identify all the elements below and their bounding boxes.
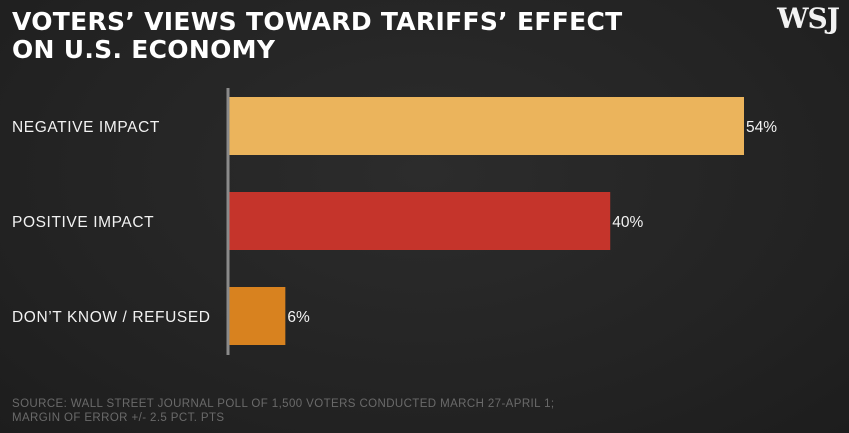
- category-label-positive-impact: POSITIVE IMPACT: [12, 214, 154, 231]
- bars-group: [228, 97, 744, 345]
- labels-group: NEGATIVE IMPACT 54% POSITIVE IMPACT 40% DON’…: [12, 119, 777, 326]
- source-note-line-1: SOURCE: WALL STREET JOURNAL POLL OF 1,50…: [12, 398, 555, 410]
- value-label-positive-impact: 40%: [612, 214, 643, 231]
- source-note-line-2: MARGIN OF ERROR +/- 2.5 PCT. PTS: [12, 412, 225, 424]
- value-label-negative-impact: 54%: [746, 119, 777, 136]
- bar-positive-impact: [228, 192, 611, 250]
- chart-title-line-2: ON U.S. ECONOMY: [12, 35, 276, 64]
- category-label-negative-impact: NEGATIVE IMPACT: [12, 119, 160, 136]
- chart-title-line-1: VOTERS’ VIEWS TOWARD TARIFFS’ EFFECT: [12, 7, 623, 36]
- wsj-logo: WSJ: [777, 2, 840, 35]
- category-label-don-t-know-refused: DON’T KNOW / REFUSED: [12, 309, 211, 326]
- bar-negative-impact: [228, 97, 744, 155]
- bar-don-t-know-refused: [228, 287, 286, 345]
- value-label-don-t-know-refused: 6%: [287, 309, 310, 326]
